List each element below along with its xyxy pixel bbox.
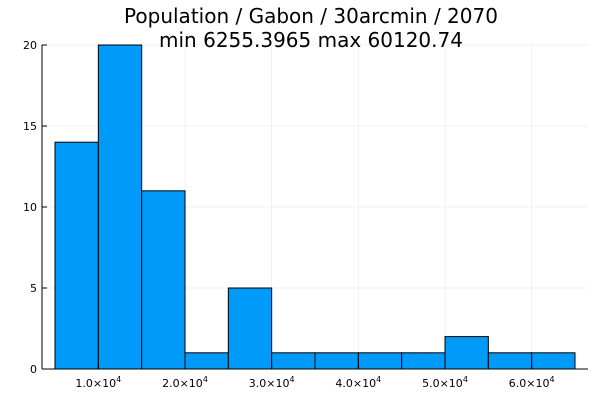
histogram-bar-4 [227, 287, 273, 370]
x-axis-ticks: 1.0×104 2.0×104 3.0×104 4.0×104 5.0×104 6.0×1… [75, 364, 555, 390]
histogram-bar-2 [141, 190, 186, 370]
histogram-bar-6 [314, 352, 359, 370]
chart-title-line-2: min 6255.3965 max 60120.74 [159, 28, 463, 52]
x-tick-mantissa-1: 2.0×10 [162, 377, 203, 390]
x-tick-exponent-4: 4 [463, 375, 468, 384]
x-tick-label-4: 5.0×104 [422, 375, 468, 390]
x-tick-label-2: 3.0×104 [249, 375, 295, 390]
histogram-bar-5 [271, 352, 316, 370]
x-tick-label-3: 4.0×104 [335, 375, 381, 390]
x-tick-exponent-1: 4 [203, 375, 208, 384]
x-tick-label-5: 6.0×104 [509, 375, 555, 390]
x-tick-mantissa-5: 6.0×10 [509, 377, 550, 390]
x-tick-mantissa-4: 5.0×10 [422, 377, 463, 390]
x-tick-exponent-3: 4 [376, 375, 381, 384]
histogram-bar-1 [97, 44, 143, 370]
x-tick-label-0: 1.0×104 [75, 375, 121, 390]
histogram-bar-9 [444, 336, 489, 370]
x-tick-mantissa-2: 3.0×10 [249, 377, 290, 390]
x-tick-mantissa-3: 4.0×10 [335, 377, 376, 390]
y-tick-label-1: 5 [30, 282, 37, 295]
x-tick-exponent-5: 4 [549, 375, 554, 384]
x-tick-label-1: 2.0×104 [162, 375, 208, 390]
x-tick-exponent-0: 4 [116, 375, 121, 384]
chart-title-line-1: Population / Gabon / 30arcmin / 2070 [124, 4, 498, 28]
histogram-bar-10 [487, 352, 533, 370]
y-tick-label-4: 20 [23, 39, 37, 52]
y-tick-label-0: 0 [30, 363, 37, 376]
histogram-bar-3 [184, 352, 229, 370]
histogram-bars [54, 44, 576, 370]
chart-title: Population / Gabon / 30arcmin / 2070 min… [124, 4, 498, 52]
y-axis-ticks: 0 5 10 15 20 [23, 39, 47, 376]
x-tick-mantissa-0: 1.0×10 [75, 377, 116, 390]
histogram-bar-8 [401, 352, 446, 370]
histogram-bar-0 [54, 141, 99, 370]
histogram-bar-7 [357, 352, 403, 370]
y-tick-label-2: 10 [23, 201, 37, 214]
y-tick-label-3: 15 [23, 120, 37, 133]
histogram-bar-11 [531, 352, 576, 370]
x-tick-exponent-2: 4 [289, 375, 294, 384]
